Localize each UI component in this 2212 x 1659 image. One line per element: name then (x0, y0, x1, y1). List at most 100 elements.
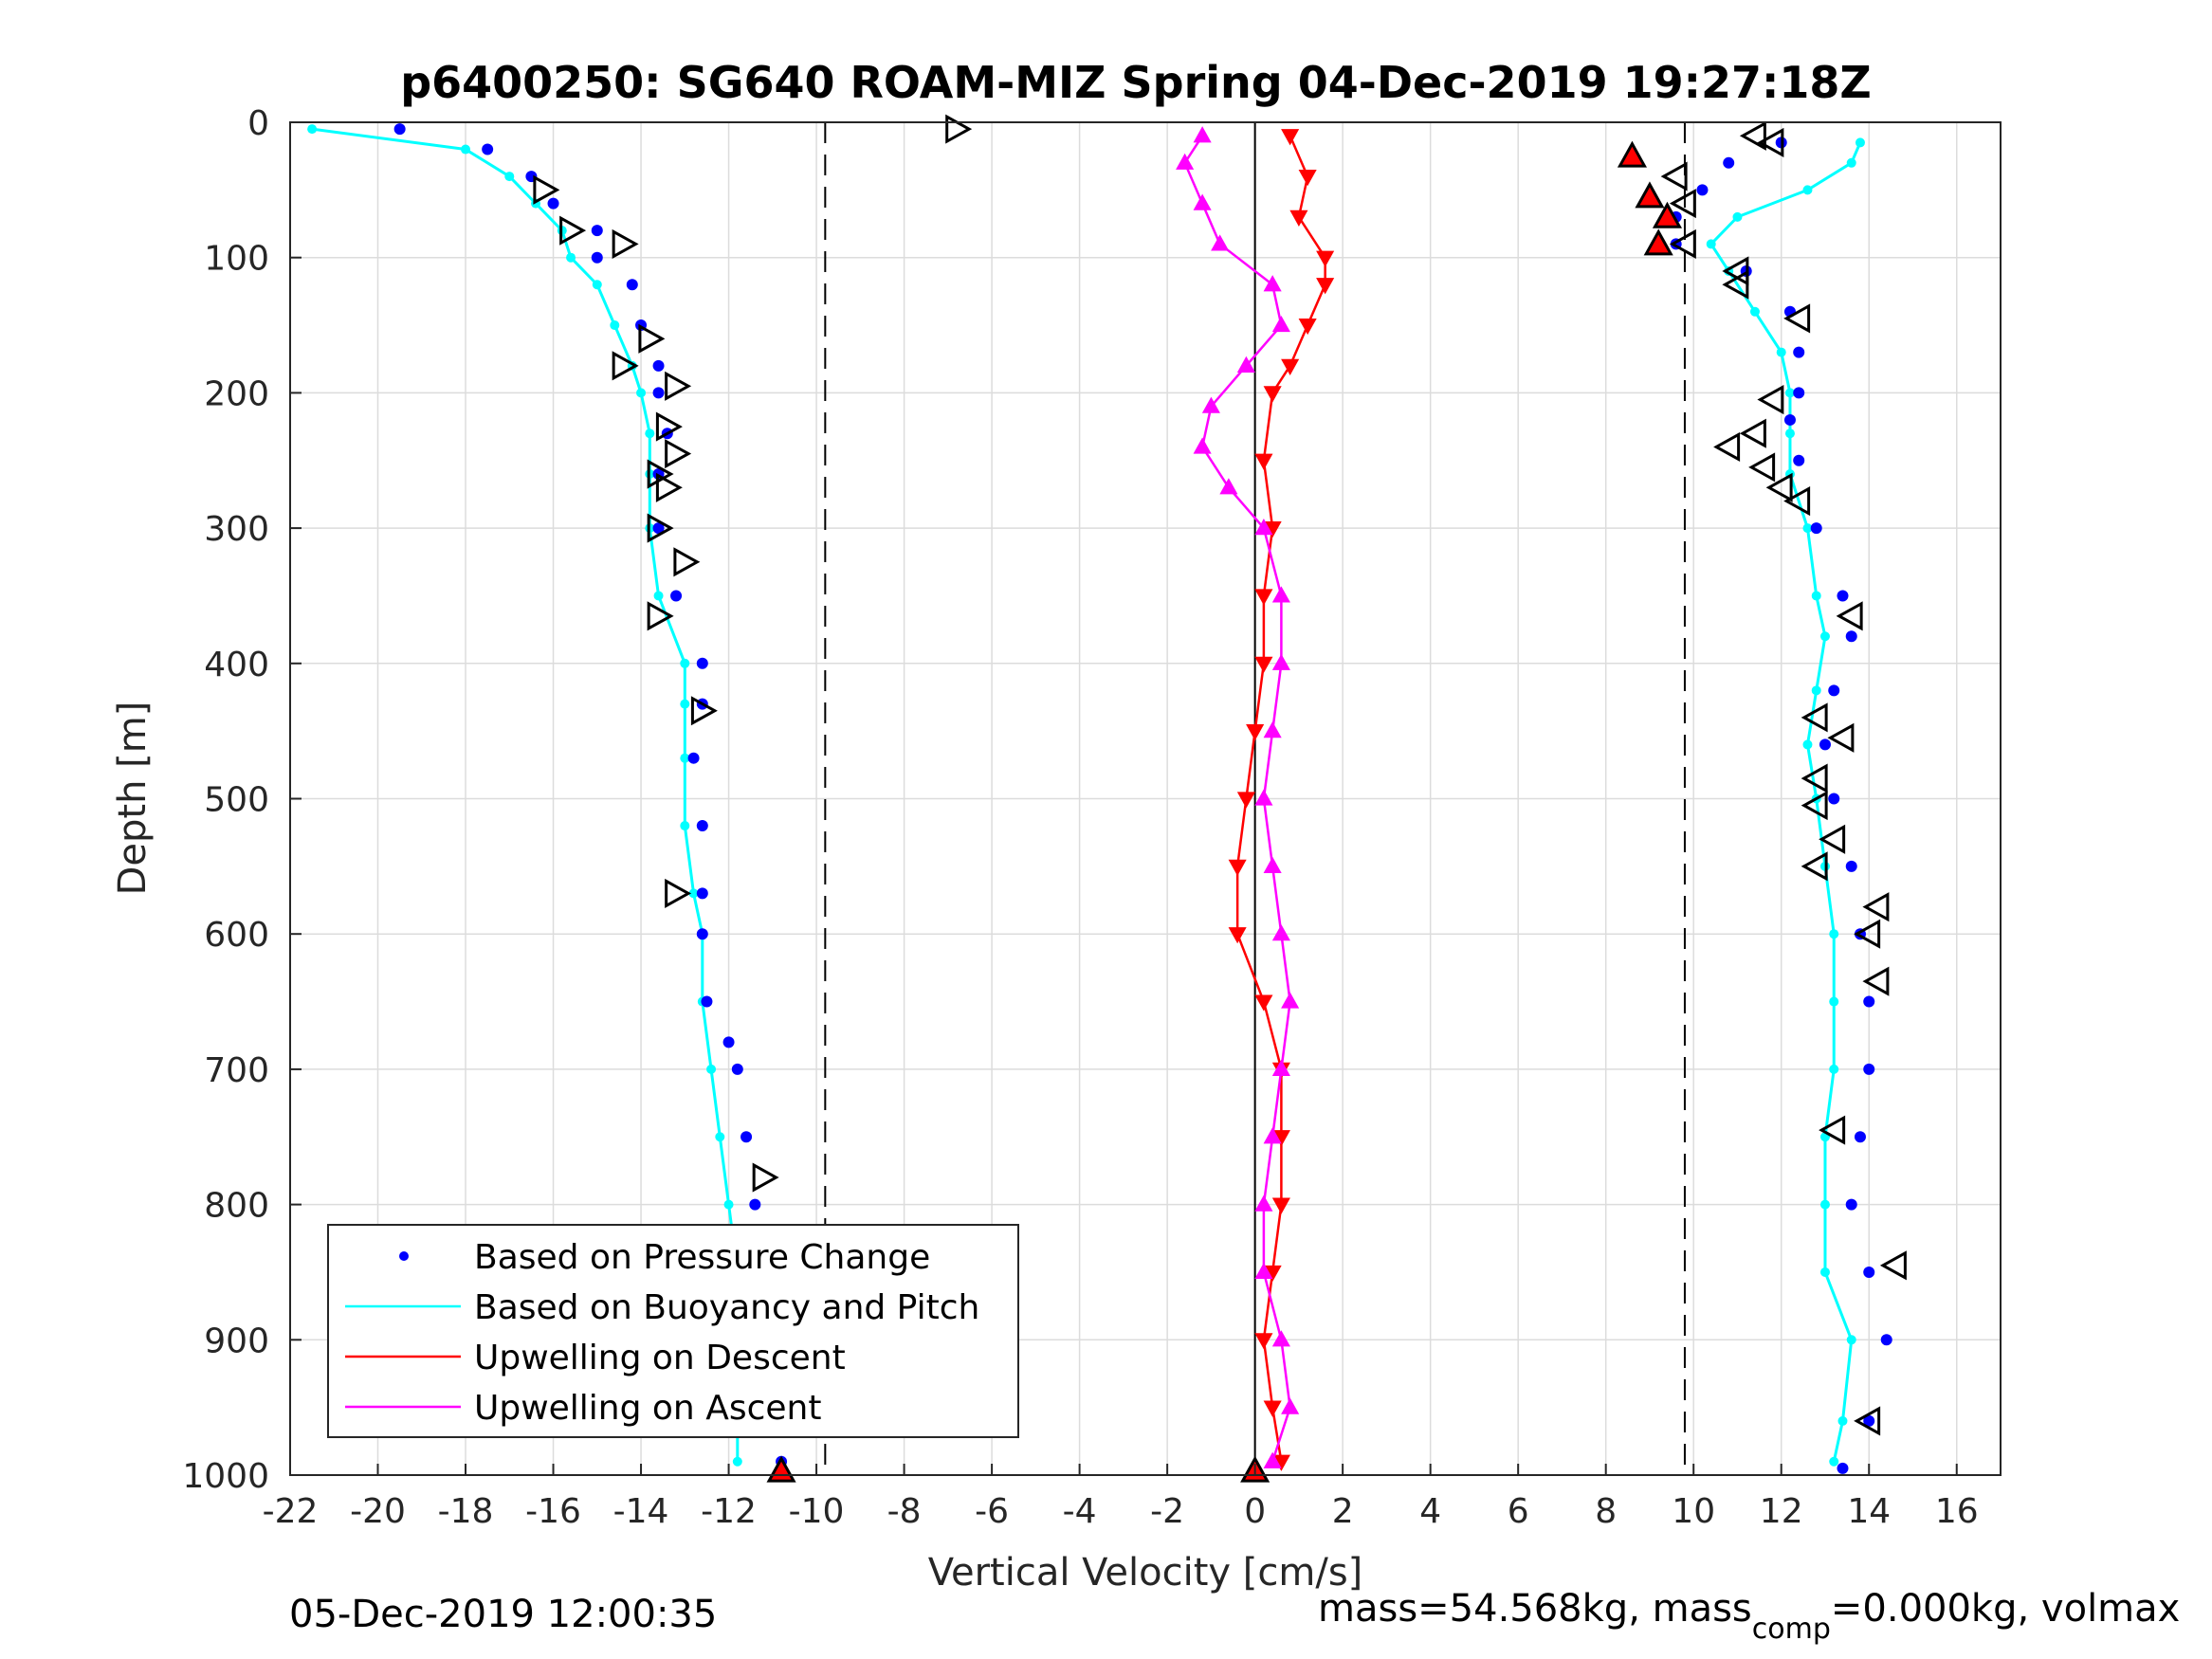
buoyancy-point (1819, 1267, 1830, 1277)
buoyancy-point (1819, 1199, 1830, 1210)
footer-timestamp: 05-Dec-2019 12:00:35 (289, 1593, 717, 1636)
ascent-stall-marker (1669, 228, 1696, 259)
buoyancy-point (307, 124, 318, 135)
upwelling-descent-point (1281, 129, 1300, 146)
pressure-point (701, 995, 713, 1008)
buoyancy-point (732, 1456, 742, 1467)
ascent-stall-marker (1739, 418, 1766, 448)
upwelling-ascent-point (1176, 153, 1195, 170)
descent-stall-marker (690, 696, 718, 726)
upwelling-ascent-point (1193, 437, 1212, 454)
y-axis-label: Depth [m] (111, 702, 155, 896)
upwelling-descent-point (1228, 927, 1247, 944)
x-tick-label: 6 (1508, 1492, 1529, 1531)
legend-box (327, 1224, 1019, 1438)
buoyancy-point (1829, 996, 1839, 1007)
upwelling-descent-point (1254, 656, 1273, 673)
buoyancy-point (1829, 929, 1839, 939)
ascent-stall-marker (1757, 384, 1784, 415)
upwelling-ascent-point (1254, 1194, 1273, 1212)
buoyancy-point (1829, 1456, 1839, 1467)
pressure-point (591, 225, 603, 237)
buoyancy-point (636, 388, 647, 398)
pressure-point (652, 387, 665, 399)
upwelling-descent-point (1271, 1197, 1290, 1214)
descent-stall-marker (647, 601, 674, 631)
upwelling-ascent-point (1254, 1262, 1273, 1280)
y-tick-label: 300 (204, 510, 269, 549)
ascent-stall-marker (1879, 1250, 1907, 1281)
pressure-point (731, 1063, 743, 1075)
ascent-stall-marker (1854, 919, 1881, 949)
buoyancy-point (1819, 631, 1830, 642)
y-tick-label: 700 (204, 1051, 269, 1090)
pressure-point (1845, 1198, 1857, 1211)
red-event-marker (1652, 201, 1683, 228)
ascent-stall-marker (1722, 269, 1749, 300)
y-tick-label: 800 (204, 1187, 269, 1226)
buoyancy-point (1732, 211, 1743, 222)
buoyancy-point (1829, 1064, 1839, 1074)
ascent-stall-marker (1819, 1115, 1846, 1145)
legend-label: Based on Buoyancy and Pitch (474, 1288, 979, 1327)
upwelling-descent-point (1263, 1400, 1282, 1417)
pressure-point (1837, 1462, 1849, 1474)
buoyancy-point (645, 428, 655, 439)
buoyancy-point (1802, 185, 1813, 195)
upwelling-descent-point (1316, 278, 1335, 295)
buoyancy-point (1811, 685, 1821, 696)
ascent-stall-marker (1854, 1406, 1881, 1436)
x-tick-label: -4 (1063, 1492, 1097, 1531)
pressure-point (652, 359, 665, 372)
upwelling-descent-point (1289, 210, 1308, 227)
upwelling-ascent-point (1271, 315, 1290, 333)
legend-swatch (399, 1251, 409, 1261)
red-event-marker (1635, 181, 1665, 209)
footer-mass-prefix: mass=54.568kg, mass (1318, 1587, 1752, 1631)
ascent-stall-marker (1801, 791, 1828, 821)
pressure-point (1854, 1131, 1866, 1143)
upwelling-descent-point (1236, 792, 1255, 809)
pressure-point (1783, 413, 1796, 426)
upwelling-ascent-point (1263, 1451, 1282, 1468)
upwelling-ascent-point (1263, 856, 1282, 873)
buoyancy-point (653, 591, 664, 601)
upwelling-ascent-point (1236, 356, 1255, 373)
buoyancy-point (1855, 137, 1865, 148)
x-tick-label: 0 (1244, 1492, 1266, 1531)
x-tick-label: 8 (1595, 1492, 1617, 1531)
buoyancy-point (1784, 428, 1795, 439)
upwelling-ascent-point (1201, 396, 1220, 413)
upwelling-ascent-point (1281, 992, 1300, 1009)
y-tick-label: 200 (204, 374, 269, 413)
pressure-point (1819, 738, 1831, 751)
y-tick-label: 400 (204, 646, 269, 684)
descent-stall-marker (665, 878, 692, 908)
x-tick-label: 14 (1847, 1492, 1891, 1531)
buoyancy-point (723, 1199, 734, 1210)
upwelling-descent-point (1254, 453, 1273, 470)
buoyancy-point (680, 821, 690, 831)
legend: Based on Pressure Change Based on Buoyanc… (327, 1224, 1019, 1438)
pressure-point (1845, 860, 1857, 872)
pressure-point (670, 590, 683, 602)
y-tick-label: 600 (204, 916, 269, 955)
buoyancy-point (680, 699, 690, 709)
x-axis-ticks: -22 -20 -18 -16 -14 -12 -10 -8 -6 -4 -2 0 2 4 6 8 10 12 14… (263, 1464, 1979, 1531)
legend-label: Upwelling on Descent (474, 1339, 846, 1377)
upwelling-descent-point (1316, 250, 1335, 267)
pressure-point (1863, 1266, 1875, 1278)
reference-lines (824, 122, 1686, 1475)
upwelling-ascent-point (1263, 1127, 1282, 1144)
pressure-point (1880, 1334, 1892, 1346)
footer-mass-suffix: =0.000kg, volmax (1831, 1587, 2180, 1631)
buoyancy-point (1802, 739, 1813, 750)
pressure-point (1828, 684, 1840, 697)
buoyancy-point (715, 1132, 725, 1142)
upwelling-ascent-point (1281, 1397, 1300, 1414)
buoyancy-point (1784, 388, 1795, 398)
descent-stall-marker (673, 547, 701, 577)
upwelling-ascent-point (1211, 234, 1230, 251)
descent-stall-marker (638, 323, 666, 354)
descent-stall-marker (612, 351, 639, 381)
